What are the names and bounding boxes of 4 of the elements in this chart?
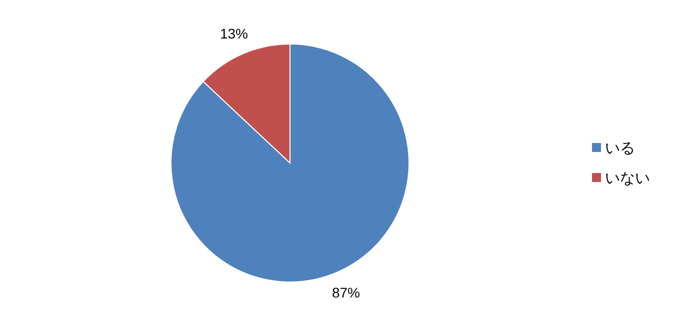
data-label: 87% (332, 284, 360, 300)
legend-label: いない (605, 170, 650, 187)
legend-label: いる (605, 140, 635, 157)
data-label: 13% (220, 26, 248, 42)
